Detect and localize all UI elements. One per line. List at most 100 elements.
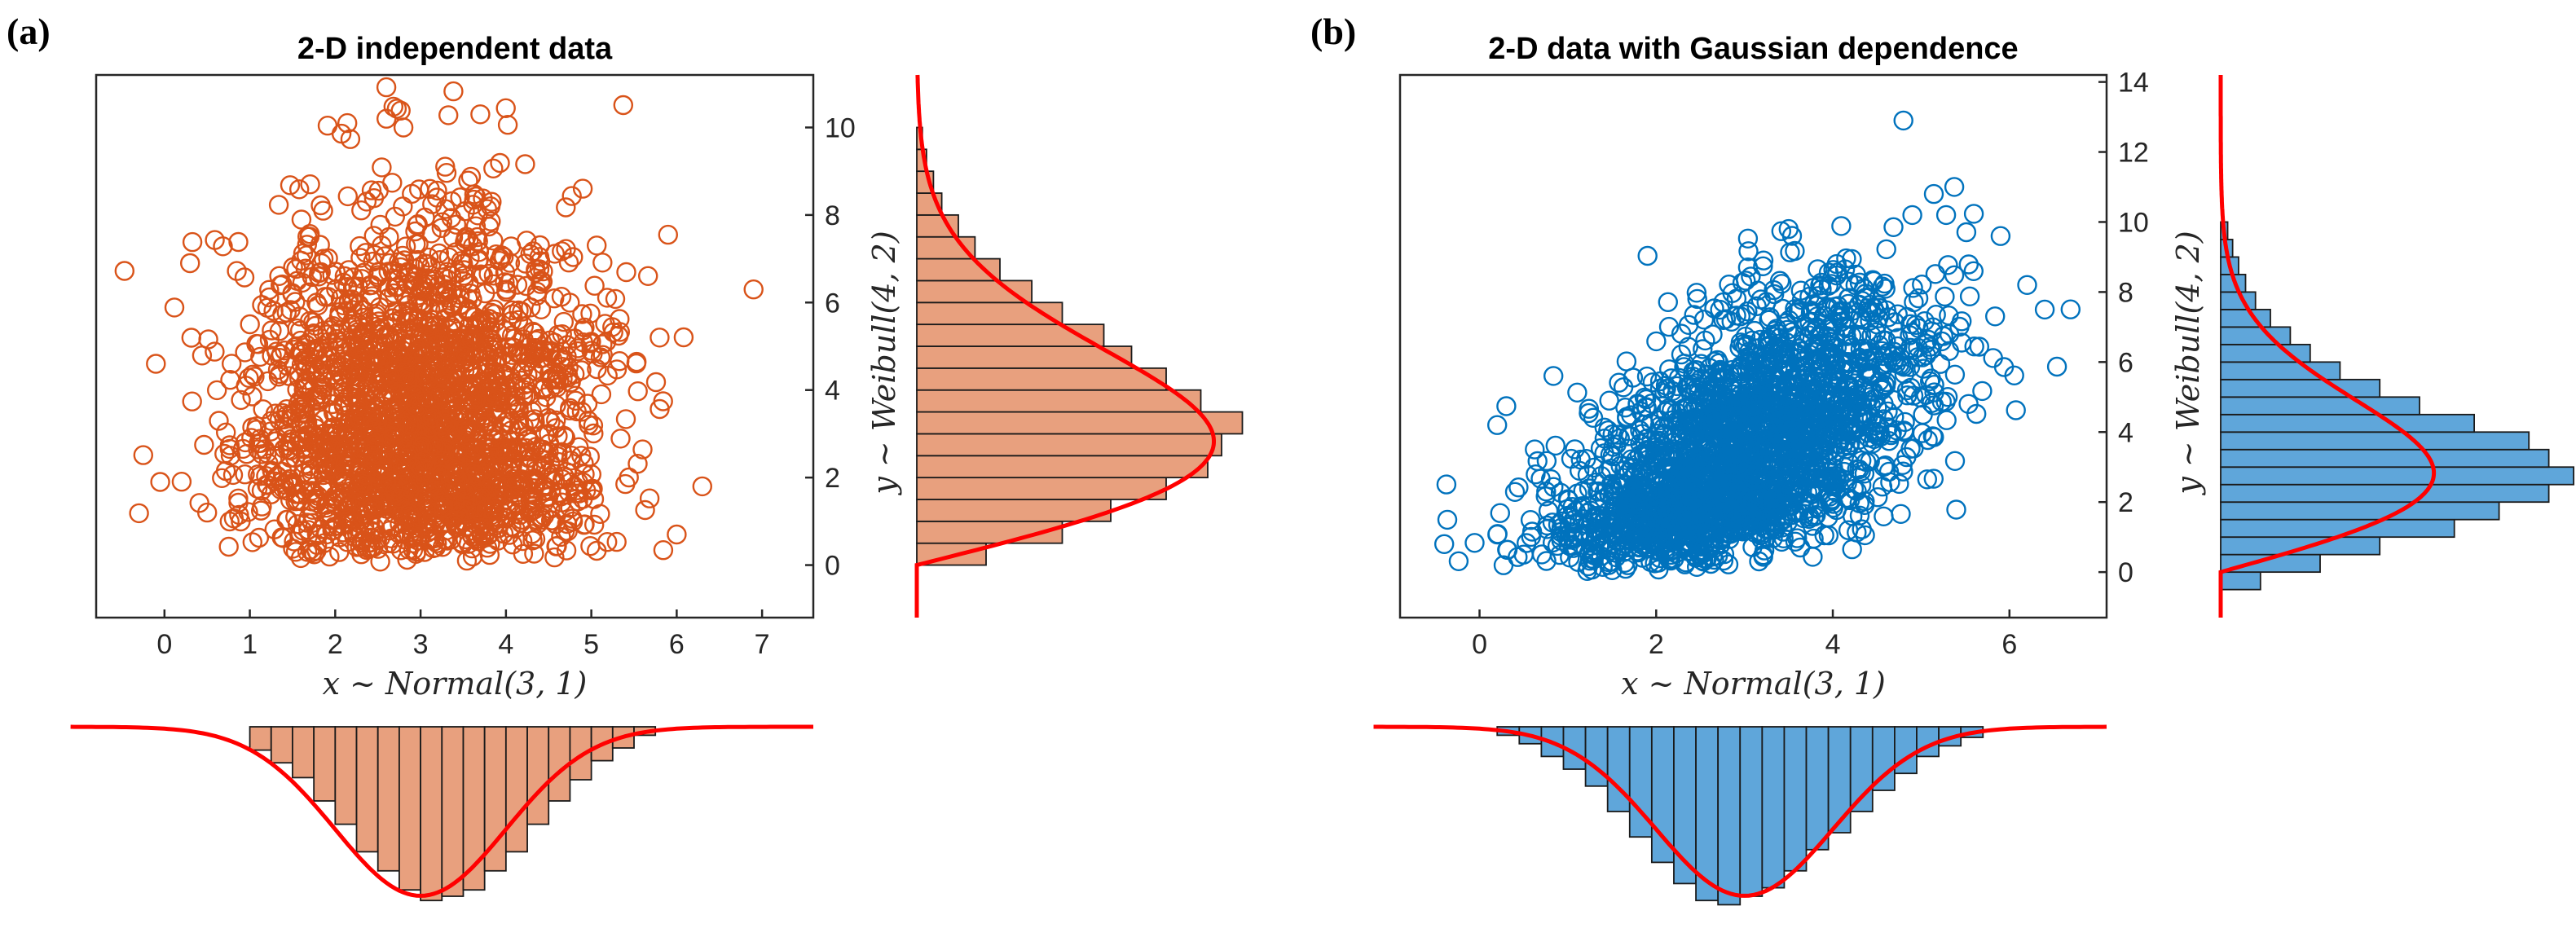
scatter-point xyxy=(552,241,572,262)
scatter-point xyxy=(610,351,630,372)
scatter-point xyxy=(452,534,473,555)
scatter-point xyxy=(351,200,372,221)
scatter-point xyxy=(483,158,504,179)
scatter-point xyxy=(467,467,487,487)
scatter-point xyxy=(590,504,610,524)
x-hist-bar xyxy=(1805,726,1830,851)
scatter-point xyxy=(435,156,456,177)
scatter-point xyxy=(222,354,242,374)
scatter-point xyxy=(405,507,425,527)
scatter-point xyxy=(385,206,405,227)
scatter-point-outlier xyxy=(667,524,687,545)
scatter-point xyxy=(482,191,502,212)
scatter-point xyxy=(264,519,284,539)
scatter-point xyxy=(1883,217,1904,237)
scatter-point xyxy=(467,460,488,482)
x-axis-label: x ~ Normal(3, 1) xyxy=(1621,666,1886,702)
scatter-point xyxy=(610,309,630,329)
scatter-point xyxy=(363,435,384,455)
scatter-point xyxy=(495,272,515,293)
scatter-point xyxy=(539,341,559,362)
scatter-point xyxy=(1737,301,1758,322)
scatter-point xyxy=(463,391,483,412)
scatter-point xyxy=(473,188,493,209)
scatter-point xyxy=(509,398,529,419)
scatter-point xyxy=(438,105,459,125)
scatter-point xyxy=(485,499,505,521)
y-hist-bar xyxy=(2220,501,2500,521)
scatter-point xyxy=(362,286,382,306)
x-hist-bar xyxy=(249,726,272,751)
scatter-point xyxy=(231,389,251,411)
scatter-point xyxy=(399,539,419,560)
scatter-point xyxy=(1536,551,1557,571)
scatter-point xyxy=(459,316,479,337)
scatter-point xyxy=(181,328,202,348)
scatter-point xyxy=(435,357,456,378)
scatter-point xyxy=(313,200,333,221)
y-hist-bar xyxy=(2220,326,2292,345)
scatter-point xyxy=(332,357,354,377)
scatter-point xyxy=(368,412,388,433)
y-hist-bar xyxy=(916,433,1222,457)
scatter-point xyxy=(497,114,518,135)
x-hist-bar xyxy=(1783,726,1808,872)
scatter-point xyxy=(606,531,627,552)
scatter-point-outlier xyxy=(150,472,170,492)
panel-label: (b) xyxy=(1310,11,1356,52)
scatter-point xyxy=(289,179,310,200)
scatter-point xyxy=(553,350,574,371)
scatter-point xyxy=(508,310,529,330)
scatter-point xyxy=(286,258,306,279)
scatter-point xyxy=(390,524,410,544)
scatter-point xyxy=(194,434,214,455)
scatter-point xyxy=(553,311,574,332)
scatter-point xyxy=(545,418,566,438)
scatter-point xyxy=(658,224,678,245)
scatter-point xyxy=(645,372,667,393)
scatter-point xyxy=(484,363,505,384)
scatter-point xyxy=(370,552,390,572)
scatter-point xyxy=(290,523,310,543)
y-hist-bar xyxy=(916,499,1112,522)
y-hist-bar xyxy=(2220,518,2455,539)
scatter-point xyxy=(487,389,508,409)
scatter-point xyxy=(530,235,550,256)
scatter-point xyxy=(638,266,658,286)
scatter-point xyxy=(1736,271,1756,291)
scatter-point xyxy=(251,481,272,501)
scatter-point xyxy=(259,279,280,300)
x-tick-label: 6 xyxy=(669,629,685,660)
scatter-point xyxy=(302,542,323,563)
scatter-point xyxy=(477,538,498,558)
scatter-point xyxy=(566,401,587,422)
scatter-point xyxy=(509,410,530,430)
scatter-point xyxy=(512,473,532,493)
scatter-point xyxy=(421,223,442,244)
scatter-point xyxy=(1609,372,1629,393)
scatter-point xyxy=(502,304,523,324)
scatter-point xyxy=(536,443,557,464)
scatter-point xyxy=(525,341,545,361)
scatter-point xyxy=(530,251,551,271)
scatter-point xyxy=(495,98,516,119)
scatter-point xyxy=(417,316,438,337)
scatter-point xyxy=(1963,204,1984,224)
y-tick-label: 12 xyxy=(2118,138,2149,169)
scatter-point xyxy=(336,497,357,517)
scatter-point xyxy=(416,363,436,384)
panel-label: (a) xyxy=(7,11,51,52)
scatter-point xyxy=(308,295,328,316)
scatter-point xyxy=(363,187,385,209)
scatter-point xyxy=(384,301,404,322)
scatter-point xyxy=(1646,331,1667,352)
scatter-point xyxy=(251,500,271,521)
scatter-point xyxy=(337,112,358,134)
scatter-point xyxy=(336,301,356,321)
scatter-point xyxy=(375,492,395,513)
scatter-point xyxy=(383,426,404,447)
scatter-point xyxy=(267,359,288,381)
scatter-point xyxy=(301,459,321,480)
scatter-point xyxy=(394,362,415,382)
scatter-point xyxy=(467,377,487,398)
